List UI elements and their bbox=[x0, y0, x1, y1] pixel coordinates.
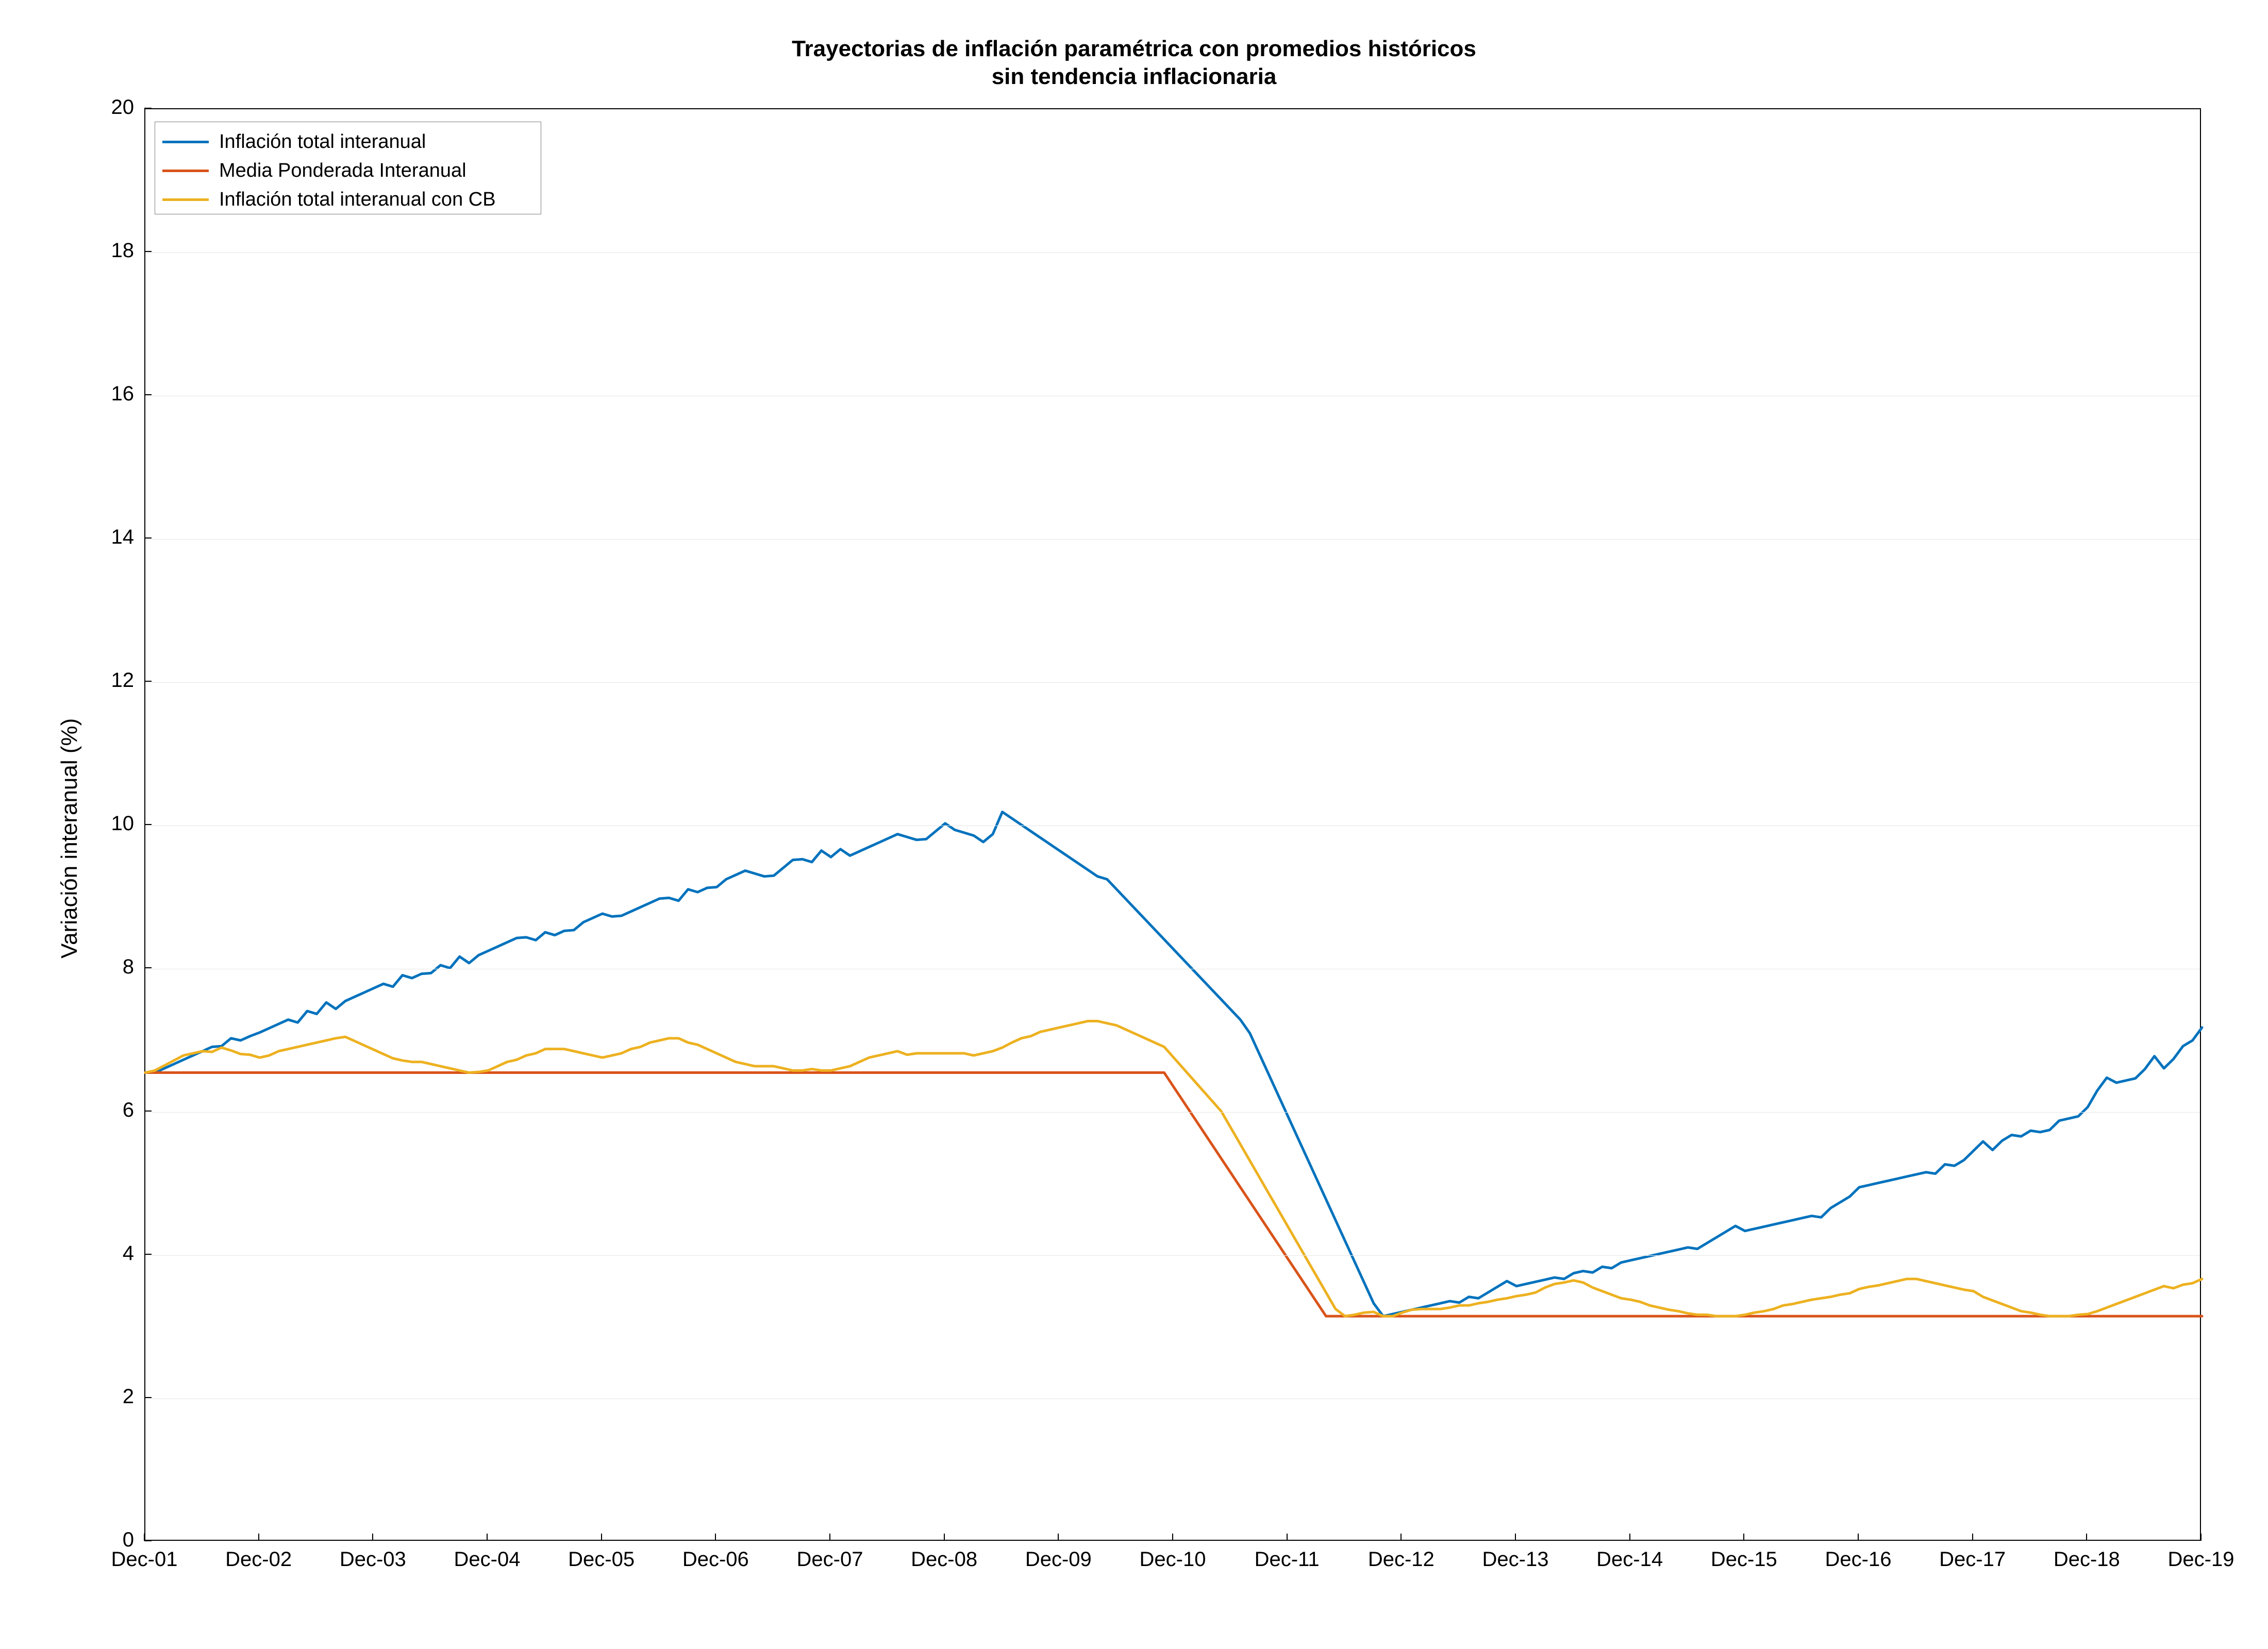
x-tick-label: Dec-10 bbox=[1119, 1548, 1227, 1571]
x-tick-mark bbox=[1629, 1534, 1630, 1541]
x-tick-label: Dec-17 bbox=[1919, 1548, 2027, 1571]
x-tick-mark bbox=[1972, 1534, 1973, 1541]
x-tick-label: Dec-02 bbox=[205, 1548, 313, 1571]
x-tick-mark bbox=[944, 1534, 945, 1541]
x-tick-mark bbox=[1400, 1534, 1402, 1541]
x-tick-mark bbox=[1743, 1534, 1744, 1541]
x-tick-label: Dec-01 bbox=[90, 1548, 198, 1571]
legend-item: Inflación total interanual con CB bbox=[162, 185, 496, 214]
legend-label: Inflación total interanual bbox=[219, 131, 426, 153]
y-tick-mark bbox=[144, 681, 152, 682]
x-tick-mark bbox=[1858, 1534, 1859, 1541]
legend-label: Inflación total interanual con CB bbox=[219, 189, 496, 211]
legend-swatch bbox=[162, 198, 209, 201]
y-tick-mark bbox=[144, 1254, 152, 1255]
x-tick-label: Dec-18 bbox=[2032, 1548, 2141, 1571]
x-tick-label: Dec-06 bbox=[661, 1548, 770, 1571]
series-line bbox=[145, 812, 2202, 1317]
y-tick-label: 6 bbox=[88, 1099, 134, 1122]
x-tick-label: Dec-05 bbox=[547, 1548, 656, 1571]
legend-item: Inflación total interanual bbox=[162, 127, 426, 156]
y-tick-label: 8 bbox=[88, 955, 134, 979]
y-tick-label: 12 bbox=[88, 669, 134, 692]
y-tick-mark bbox=[144, 108, 152, 109]
x-tick-mark bbox=[2086, 1534, 2087, 1541]
y-tick-label: 2 bbox=[88, 1385, 134, 1408]
grid-line bbox=[145, 539, 2200, 540]
x-tick-mark bbox=[258, 1534, 259, 1541]
y-tick-label: 16 bbox=[88, 382, 134, 406]
y-tick-label: 10 bbox=[88, 812, 134, 835]
x-tick-mark bbox=[487, 1534, 488, 1541]
y-tick-mark bbox=[144, 1110, 152, 1112]
x-tick-label: Dec-03 bbox=[319, 1548, 427, 1571]
x-tick-mark bbox=[601, 1534, 602, 1541]
legend-swatch bbox=[162, 141, 209, 143]
x-tick-mark bbox=[144, 1534, 145, 1541]
x-tick-mark bbox=[1515, 1534, 1516, 1541]
x-tick-mark bbox=[715, 1534, 716, 1541]
y-tick-mark bbox=[144, 1397, 152, 1398]
legend: Inflación total interanual Media Ponderad… bbox=[155, 122, 541, 214]
x-tick-label: Dec-19 bbox=[2147, 1548, 2255, 1571]
x-tick-label: Dec-07 bbox=[776, 1548, 884, 1571]
y-tick-mark bbox=[144, 967, 152, 968]
y-tick-mark bbox=[144, 537, 152, 539]
chart-title-line2: sin tendencia inflacionaria bbox=[0, 64, 2268, 90]
y-tick-mark bbox=[144, 1540, 152, 1541]
x-tick-mark bbox=[1287, 1534, 1288, 1541]
legend-label: Media Ponderada Interanual bbox=[219, 160, 466, 182]
x-tick-label: Dec-08 bbox=[890, 1548, 998, 1571]
x-tick-label: Dec-16 bbox=[1804, 1548, 1912, 1571]
grid-line bbox=[145, 682, 2200, 683]
x-tick-mark bbox=[1058, 1534, 1059, 1541]
y-tick-mark bbox=[144, 394, 152, 395]
legend-swatch bbox=[162, 170, 209, 172]
x-tick-mark bbox=[2200, 1534, 2202, 1541]
grid-line bbox=[145, 1112, 2200, 1113]
y-tick-label: 4 bbox=[88, 1242, 134, 1265]
x-tick-mark bbox=[372, 1534, 373, 1541]
y-tick-mark bbox=[144, 824, 152, 825]
x-tick-label: Dec-14 bbox=[1576, 1548, 1684, 1571]
chart-root: Trayectorias de inflación paramétrica co… bbox=[0, 0, 2268, 1649]
y-tick-label: 14 bbox=[88, 526, 134, 549]
y-tick-mark bbox=[144, 251, 152, 252]
y-tick-label: 20 bbox=[88, 96, 134, 119]
y-tick-label: 18 bbox=[88, 239, 134, 262]
x-tick-label: Dec-11 bbox=[1233, 1548, 1341, 1571]
x-tick-label: Dec-12 bbox=[1347, 1548, 1455, 1571]
grid-line bbox=[145, 1255, 2200, 1256]
legend-item: Media Ponderada Interanual bbox=[162, 156, 466, 185]
chart-title-line1: Trayectorias de inflación paramétrica co… bbox=[0, 36, 2268, 62]
x-tick-label: Dec-04 bbox=[433, 1548, 541, 1571]
x-tick-label: Dec-13 bbox=[1461, 1548, 1570, 1571]
x-tick-mark bbox=[1172, 1534, 1173, 1541]
x-tick-mark bbox=[829, 1534, 830, 1541]
series-line bbox=[145, 1021, 2202, 1316]
plot-area bbox=[144, 108, 2201, 1541]
x-tick-label: Dec-15 bbox=[1690, 1548, 1798, 1571]
x-tick-label: Dec-09 bbox=[1004, 1548, 1112, 1571]
y-axis-label: Variación interanual (%) bbox=[57, 718, 82, 958]
series-line bbox=[145, 1073, 2202, 1317]
